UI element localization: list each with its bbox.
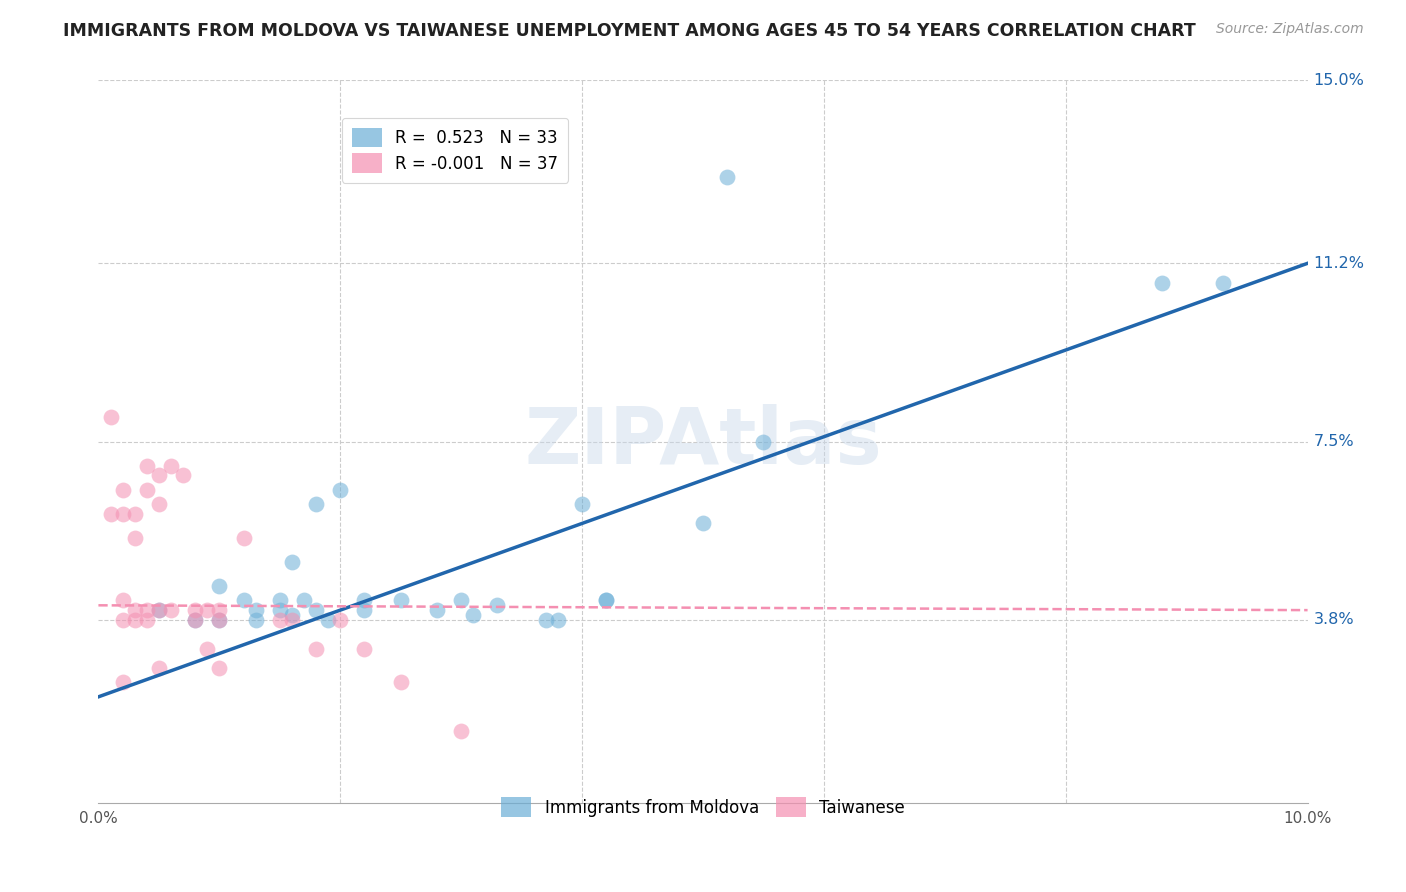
Point [208,661,231,675]
Point [111,675,134,690]
Point [752,434,775,449]
Text: 3.8%: 3.8% [1313,612,1354,627]
Point [269,613,291,627]
Point [426,603,449,617]
Point [716,169,738,184]
Point [389,675,412,690]
Point [124,507,146,521]
Point [124,531,146,545]
Point [195,603,218,617]
Point [571,497,593,511]
Point [124,603,146,617]
Point [281,555,304,569]
Point [160,603,183,617]
Point [148,468,170,483]
Text: 7.5%: 7.5% [1313,434,1354,449]
Point [135,613,157,627]
Point [184,603,207,617]
Point [135,458,157,473]
Legend: Immigrants from Moldova, Taiwanese: Immigrants from Moldova, Taiwanese [495,791,911,823]
Text: Source: ZipAtlas.com: Source: ZipAtlas.com [1216,22,1364,37]
Point [1152,276,1174,290]
Point [208,603,231,617]
Point [595,593,617,607]
Point [232,593,254,607]
Point [172,468,194,483]
Point [135,483,157,497]
Point [100,410,122,425]
Point [148,497,170,511]
Point [232,531,254,545]
Point [281,613,304,627]
Point [111,483,134,497]
Point [148,603,170,617]
Point [111,613,134,627]
Point [245,603,267,617]
Point [111,593,134,607]
Point [148,603,170,617]
Point [305,641,328,656]
Point [353,641,375,656]
Point [184,613,207,627]
Point [124,613,146,627]
Text: IMMIGRANTS FROM MOLDOVA VS TAIWANESE UNEMPLOYMENT AMONG AGES 45 TO 54 YEARS CORR: IMMIGRANTS FROM MOLDOVA VS TAIWANESE UNE… [63,22,1197,40]
Point [292,593,315,607]
Point [305,497,328,511]
Text: 15.0%: 15.0% [1313,73,1364,87]
Point [450,593,472,607]
Point [111,507,134,521]
Point [195,641,218,656]
Point [389,593,412,607]
Point [208,579,231,593]
Point [269,593,291,607]
Point [329,613,352,627]
Point [245,613,267,627]
Point [547,613,569,627]
Point [160,458,183,473]
Point [353,603,375,617]
Point [269,603,291,617]
Text: 11.2%: 11.2% [1313,256,1365,271]
Text: ZIPAtlas: ZIPAtlas [524,403,882,480]
Point [595,593,617,607]
Point [148,661,170,675]
Point [353,593,375,607]
Point [208,613,231,627]
Point [1212,276,1234,290]
Point [100,507,122,521]
Point [135,603,157,617]
Point [316,613,339,627]
Point [534,613,557,627]
Point [208,613,231,627]
Point [463,607,485,622]
Point [486,599,509,613]
Point [329,483,352,497]
Point [305,603,328,617]
Point [281,607,304,622]
Point [450,723,472,738]
Point [184,613,207,627]
Point [692,516,714,531]
